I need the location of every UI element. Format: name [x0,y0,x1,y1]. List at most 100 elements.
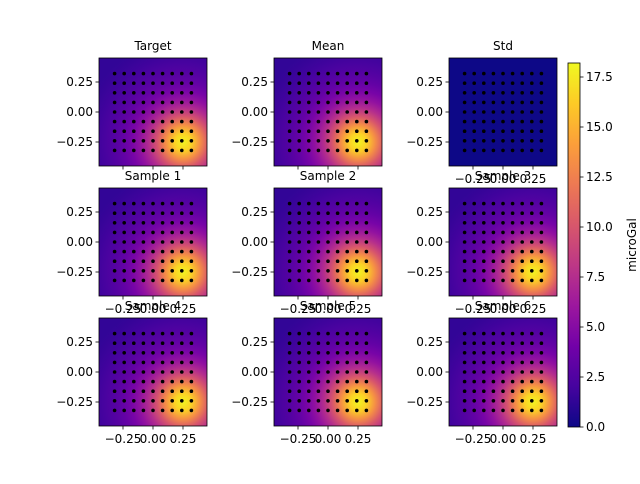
station-point [189,129,194,133]
y-tick-label: 0.00 [66,365,93,379]
station-point [501,139,505,143]
station-point [326,100,330,105]
station-point [501,91,505,95]
station-point [355,341,359,346]
station-point [141,360,146,365]
station-point [316,81,321,85]
station-point [482,331,486,336]
y-tick-label: 0.00 [241,365,268,379]
station-point [151,408,155,413]
station-point [112,278,117,283]
station-point [530,139,534,143]
station-point [160,259,165,264]
station-point [287,259,292,264]
station-point [189,71,194,76]
station-point [189,249,194,254]
station-point [170,81,174,85]
panels-grid: Target0.250.00−0.25Mean0.250.00−0.25Std0… [56,39,558,446]
station-point [510,110,515,114]
y-tick-label: 0.00 [416,365,443,379]
station-point [345,360,350,365]
station-point [170,148,174,153]
x-tick-label: 0.00 [490,432,517,446]
station-point [491,148,496,153]
station-point [307,408,311,413]
station-point [335,71,340,76]
station-point [539,278,544,283]
station-point [335,379,340,384]
station-point [151,399,155,403]
station-point [530,81,534,85]
station-point [112,201,117,206]
station-point [501,331,505,336]
station-point [132,129,136,133]
station-point [160,129,165,133]
station-point [539,110,544,114]
station-point [472,100,477,105]
station-point [297,249,302,254]
station-point [141,351,146,355]
station-point [482,230,486,235]
station-point [141,408,146,413]
station-point [326,379,330,384]
station-point [364,351,369,355]
station-point [510,399,515,403]
station-point [539,81,544,85]
station-point [345,230,350,235]
station-point [355,129,359,133]
station-point [160,91,165,95]
station-point [307,331,311,336]
y-tick-label: 0.25 [416,335,443,349]
station-point [345,91,350,95]
station-point [355,71,359,76]
station-point [482,240,486,244]
station-point [520,129,524,133]
station-point [520,139,524,143]
station-point [141,278,146,283]
station-point [287,201,292,206]
station-point [355,139,359,143]
station-point [316,351,321,355]
station-point [122,100,126,105]
station-point [112,148,117,153]
station-point [355,399,359,403]
station-point [316,331,321,336]
station-point [132,341,136,346]
station-point [180,71,184,76]
colorbar-tick-label: 0.0 [586,420,605,434]
station-point [132,331,136,336]
station-point [122,278,126,283]
station-point [287,221,292,225]
station-point [189,360,194,365]
station-point [539,91,544,95]
station-point [112,389,117,394]
station-point [510,351,515,355]
station-point [112,100,117,105]
station-point [112,351,117,355]
station-point [335,110,340,114]
x-tick-label: −0.25 [280,302,317,316]
station-point [472,249,477,254]
station-point [287,379,292,384]
station-point [510,370,515,374]
station-point [297,139,302,143]
station-point [345,81,350,85]
station-point [520,379,524,384]
station-point [151,211,155,215]
station-point [122,379,126,384]
station-point [501,269,505,273]
station-point [141,399,146,403]
station-point [151,81,155,85]
station-point [132,139,136,143]
y-tick-label: 0.25 [66,75,93,89]
station-point [539,119,544,124]
station-point [141,230,146,235]
station-point [345,100,350,105]
station-point [112,211,117,215]
y-tick-label: −0.25 [56,395,93,409]
panel-sample-1: Sample 10.250.00−0.25−0.250.00 0.25 [56,169,208,316]
station-point [520,148,524,153]
station-point [462,240,467,244]
y-tick-label: 0.00 [66,105,93,119]
